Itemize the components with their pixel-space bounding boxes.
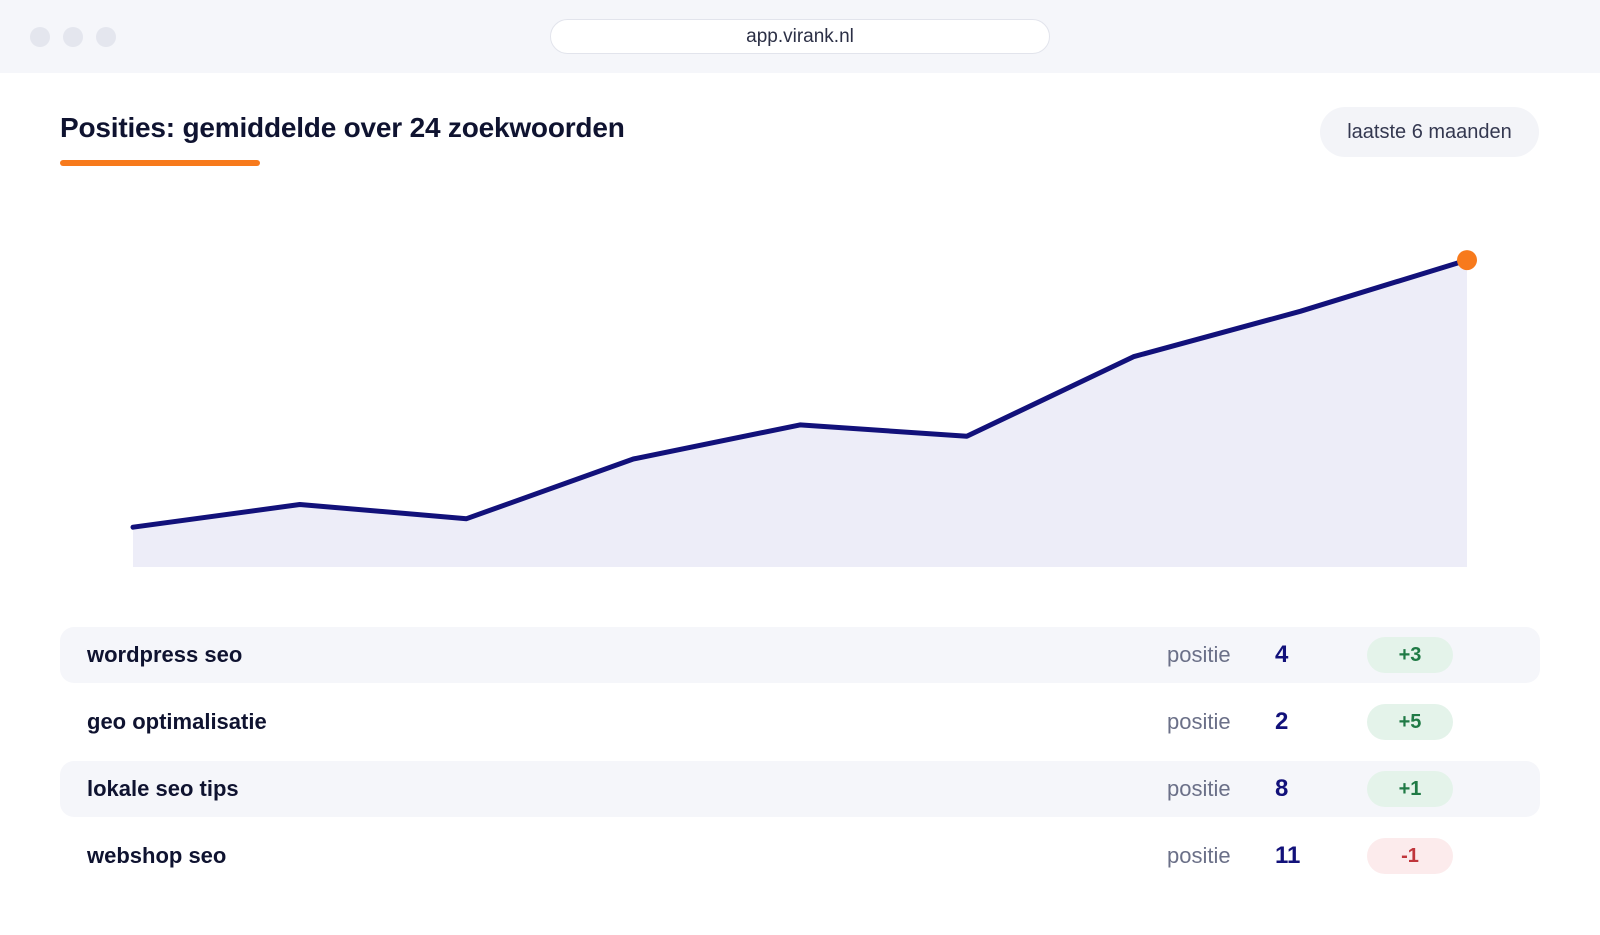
position-value: 4 [1275, 641, 1289, 668]
window-minimize-dot[interactable] [63, 27, 83, 47]
browser-toolbar: app.virank.nl [0, 0, 1600, 73]
keyword-name: geo optimalisatie [87, 709, 267, 734]
window-maximize-dot[interactable] [96, 27, 116, 47]
keyword-row-wordpress-seo[interactable]: wordpress seo positie 4 +3 [60, 627, 1540, 683]
chart-series-line [130, 257, 1470, 530]
keyword-name: lokale seo tips [87, 776, 239, 801]
address-bar[interactable]: app.virank.nl [550, 19, 1050, 54]
chart-area-fill [133, 260, 1467, 567]
keyword-list: wordpress seo positie 4 +3 geo optimalis… [60, 627, 1540, 895]
keyword-row-lokale-seo-tips[interactable]: lokale seo tips positie 8 +1 [60, 761, 1540, 817]
position-change-badge: +3 [1367, 637, 1453, 673]
position-label: positie [1167, 709, 1231, 734]
chart-latest-point[interactable] [1457, 250, 1477, 271]
position-label: positie [1167, 776, 1231, 801]
keyword-name: wordpress seo [87, 642, 243, 667]
position-value: 8 [1275, 775, 1289, 802]
position-value: 2 [1275, 708, 1289, 735]
title-underline [60, 160, 260, 166]
keyword-row-webshop-seo[interactable]: webshop seo positie 11 -1 [60, 828, 1540, 884]
window-close-dot[interactable] [30, 27, 50, 47]
position-change-badge: +5 [1367, 704, 1453, 740]
position-label: positie [1167, 642, 1231, 667]
page-title: Posities: gemiddelde over 24 zoekwoorden [60, 112, 625, 143]
keyword-row-geo-optimalisatie[interactable]: geo optimalisatie positie 2 +5 [60, 694, 1540, 750]
position-value: 11 [1275, 842, 1301, 869]
keyword-name: webshop seo [87, 843, 227, 868]
position-change-badge: -1 [1367, 838, 1453, 874]
position-change-badge: +1 [1367, 771, 1453, 807]
date-range-selector[interactable]: laatste 6 maanden [1320, 107, 1539, 157]
position-label: positie [1167, 843, 1231, 868]
